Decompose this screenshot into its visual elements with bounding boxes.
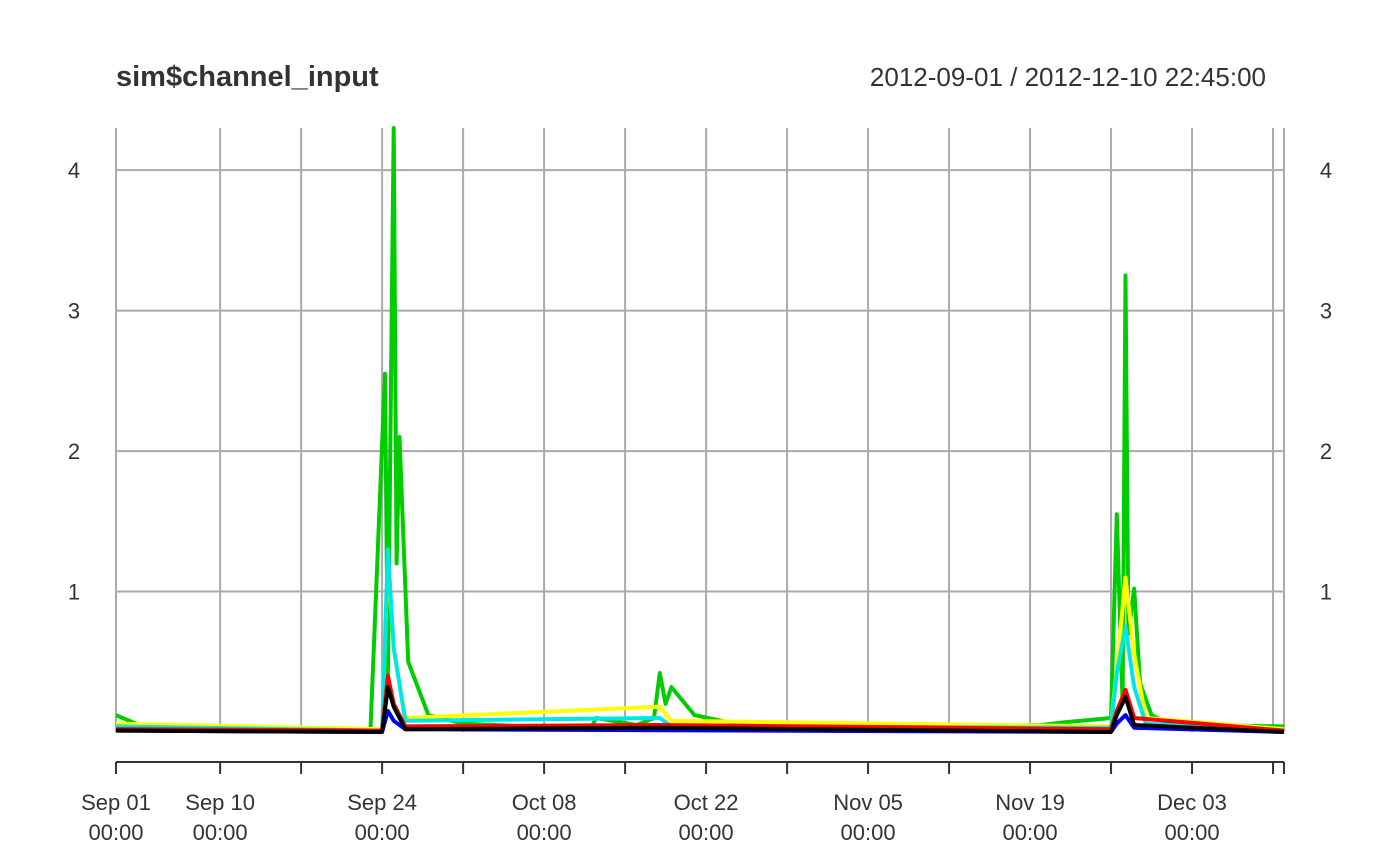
y-tick-label-right: 1	[1320, 580, 1332, 605]
series-line-2	[115, 547, 1285, 733]
x-tick-time-label: 00:00	[193, 820, 248, 845]
x-tick-label: Sep 24	[347, 790, 417, 815]
x-tick-label: Nov 05	[833, 790, 903, 815]
x-tick-time-label: 00:00	[355, 820, 410, 845]
y-tick-label-left: 4	[68, 158, 80, 183]
x-tick-time-label: 00:00	[517, 820, 572, 845]
y-tick-label-right: 4	[1320, 158, 1332, 183]
y-axis-labels: 1 1 2 2 3 3 4 4	[68, 158, 1332, 604]
x-tick-label: Dec 03	[1157, 790, 1227, 815]
x-tick-time-label: 00:00	[841, 820, 896, 845]
x-tick-time-label: 00:00	[1165, 820, 1220, 845]
x-tick-label: Sep 01	[81, 790, 151, 815]
x-tick-label: Sep 10	[185, 790, 255, 815]
series-group	[115, 126, 1285, 734]
x-tick-label: Oct 22	[674, 790, 739, 815]
date-range-label: 2012-09-01 / 2012-12-10 22:45:00	[870, 62, 1266, 92]
y-tick-label-left: 1	[68, 580, 80, 605]
y-tick-label-left: 2	[68, 439, 80, 464]
y-tick-label-right: 2	[1320, 439, 1332, 464]
series-line-0	[115, 126, 1285, 732]
series-line-5	[115, 685, 1285, 734]
x-tick-time-label: 00:00	[88, 820, 143, 845]
y-tick-label-right: 3	[1320, 299, 1332, 324]
x-tick-time-label: 00:00	[679, 820, 734, 845]
series-line-1	[115, 554, 1285, 732]
x-axis: Sep 01 00:00 Sep 10 00:00 Sep 24 00:00 Oct 08 0…	[81, 761, 1285, 845]
chart-title: sim$channel_input	[116, 61, 379, 93]
y-tick-label-left: 3	[68, 299, 80, 324]
grid	[115, 128, 1285, 732]
x-tick-time-label: 00:00	[1003, 820, 1058, 845]
x-tick-label: Oct 08	[512, 790, 577, 815]
x-tick-label: Nov 19	[995, 790, 1065, 815]
